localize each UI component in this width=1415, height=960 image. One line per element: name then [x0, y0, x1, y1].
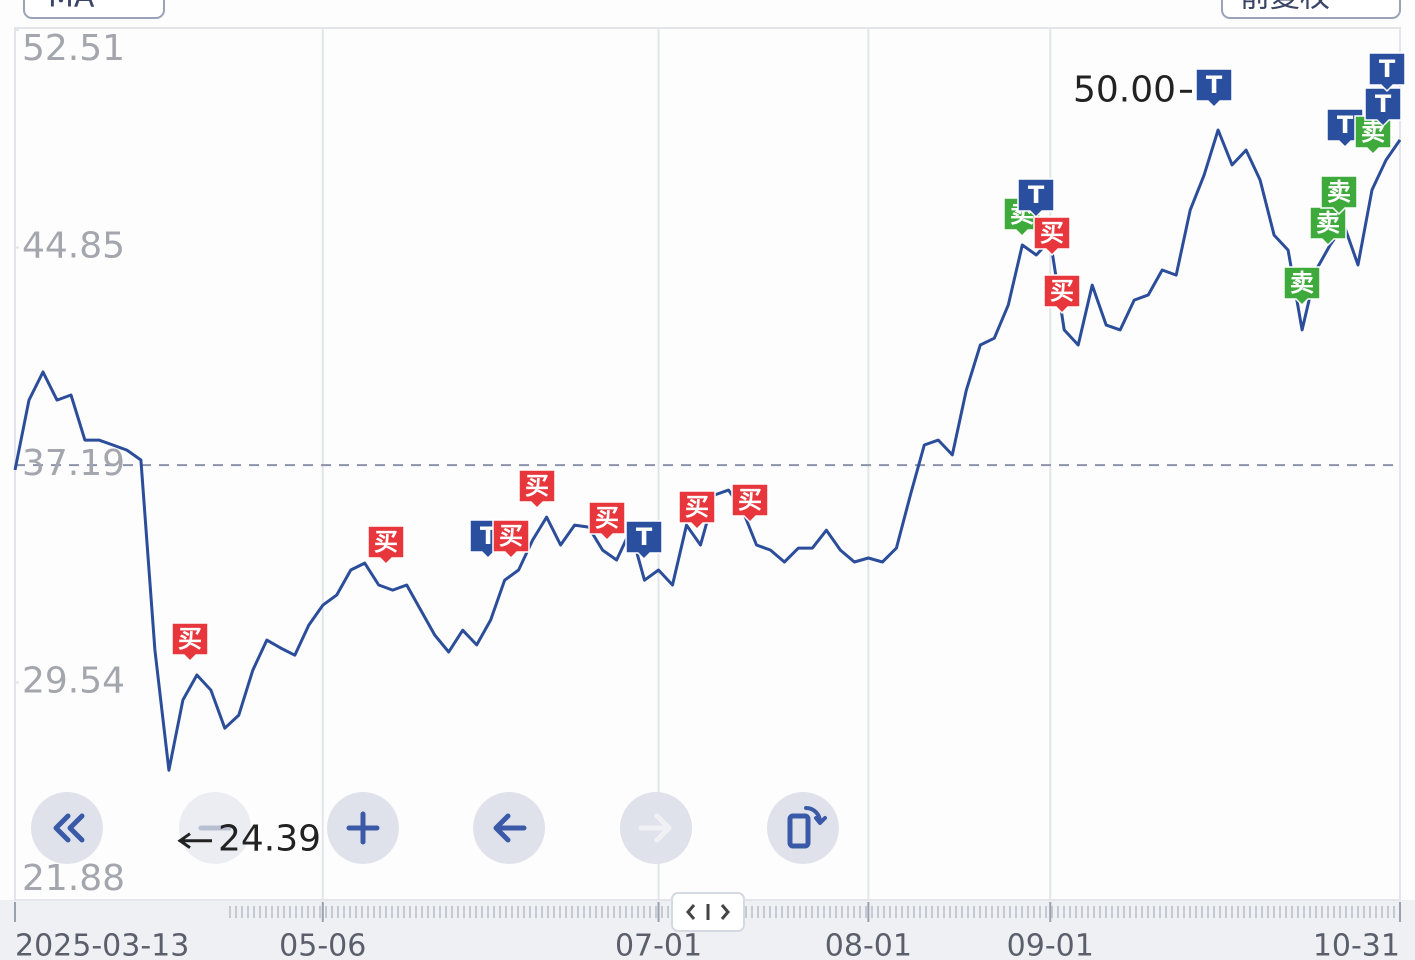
badge-label: T: [1028, 181, 1045, 209]
signal-badge: T: [1368, 52, 1406, 93]
badge-label: T: [1379, 55, 1396, 83]
y-tick-label: 21.88: [22, 858, 125, 899]
icon: [804, 806, 827, 825]
grid: [15, 28, 1400, 901]
icon: [787, 813, 811, 849]
badge-label: T: [1375, 90, 1392, 118]
badge-label: T: [1337, 111, 1354, 139]
badge-label: 买: [525, 472, 549, 500]
badge-label: 买: [595, 504, 619, 532]
indicator-label: MA: [48, 0, 95, 15]
badge-label: 买: [1050, 277, 1074, 305]
indicator-button[interactable]: [23, 0, 165, 19]
badge-shape: [625, 520, 663, 561]
badge-shape: [1368, 52, 1406, 93]
y-tick-label: 29.54: [22, 660, 125, 701]
low-arrow: [177, 832, 212, 849]
badge-label: 买: [374, 528, 398, 556]
signal-badge: T: [1195, 68, 1233, 109]
badge-shape: [1309, 206, 1347, 247]
signal-badge: 买: [731, 483, 769, 524]
badge-label: 买: [685, 493, 709, 521]
handle-icon: [686, 904, 730, 920]
badge-shape: [731, 483, 769, 524]
icon: [346, 811, 380, 845]
badge-label: 买: [499, 522, 523, 550]
badge-shape: [171, 622, 209, 663]
badge-shape: [1033, 216, 1071, 257]
badge-shape: [678, 490, 716, 531]
badge-label: T: [636, 523, 653, 551]
scroll-handle[interactable]: [671, 892, 745, 932]
badge-shape: [1364, 87, 1402, 128]
y-tick-label: 37.19: [22, 443, 125, 484]
badge-label: 买: [1040, 219, 1064, 247]
adjust-button[interactable]: [1221, 0, 1401, 19]
signal-badge: 买: [1043, 274, 1081, 315]
signal-badge: T: [1017, 178, 1055, 219]
badge-shape: [1326, 108, 1364, 149]
signal-badge: T: [625, 520, 663, 561]
signal-badge: 卖: [1283, 266, 1321, 307]
badge-label: 卖: [1327, 178, 1351, 206]
badge-shape: [367, 525, 405, 566]
badge-shape: [518, 469, 556, 510]
signal-badge: 买: [678, 490, 716, 531]
low-label: 24.39: [218, 819, 321, 860]
signal-badge: 买: [588, 501, 626, 542]
signal-badge: 买: [518, 469, 556, 510]
x-tick-label: 10-31: [1313, 929, 1400, 960]
y-tick-label: 44.85: [22, 226, 125, 267]
rotate-button[interactable]: [767, 792, 839, 864]
badge-shape: [1017, 178, 1055, 219]
controls: [31, 792, 839, 864]
icon: [53, 813, 85, 843]
signal-badge: 买: [367, 525, 405, 566]
top-bar: MA 前复权: [23, 0, 1401, 19]
high-label: 50.00: [1073, 69, 1176, 110]
zoom-out-all-button[interactable]: [31, 792, 103, 864]
x-tick-label: 07-01: [615, 929, 702, 960]
badge-label: 买: [738, 486, 762, 514]
icon: [638, 813, 672, 843]
signal-badge: 买: [1033, 216, 1071, 257]
badge-shape: [492, 519, 530, 560]
badge-shape: [1283, 266, 1321, 307]
badge-shape: [1320, 175, 1358, 216]
x-tick-label: 05-06: [279, 929, 366, 960]
signal-badge: T: [1364, 87, 1402, 128]
x-tick-label: 08-01: [825, 929, 912, 960]
badge-shape: [1195, 68, 1233, 109]
badge-shape: [1043, 274, 1081, 315]
signal-badge: 买: [492, 519, 530, 560]
badge-label: 卖: [1290, 269, 1314, 297]
x-tick-label: 2025-03-13: [15, 929, 189, 960]
adjust-label: 前复权: [1240, 0, 1330, 15]
y-tick-label: 52.51: [22, 28, 125, 69]
signal-badge: 买: [171, 622, 209, 663]
icon: [493, 813, 527, 843]
signal-badge: 卖: [1309, 206, 1347, 247]
signal-badge: 卖: [1320, 175, 1358, 216]
badge-label: 卖: [1316, 209, 1340, 237]
badge-label: T: [1206, 71, 1223, 99]
badge-shape: [588, 501, 626, 542]
signal-badge: T: [1326, 108, 1364, 149]
x-tick-label: 09-01: [1007, 929, 1094, 960]
badge-label: 买: [178, 625, 202, 653]
